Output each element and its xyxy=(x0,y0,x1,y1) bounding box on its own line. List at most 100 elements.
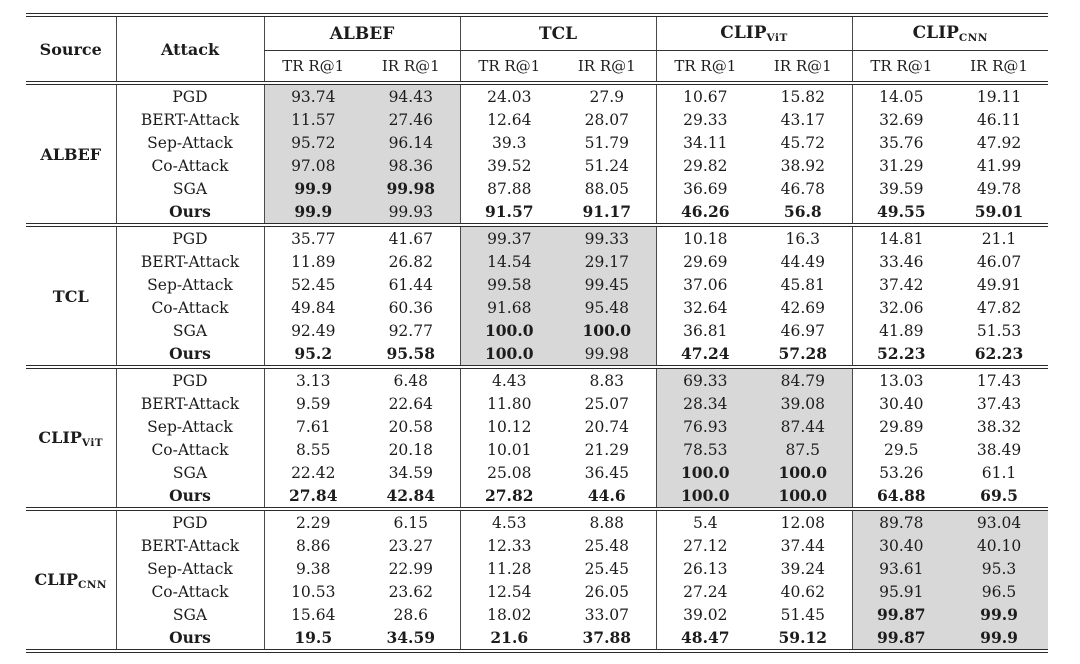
metric-header-albef-ir: IR R@1 xyxy=(381,57,440,75)
value-cell: 93.61 xyxy=(851,557,951,580)
attack-label: SGA xyxy=(115,603,264,626)
value-cell: 29.69 xyxy=(655,250,755,273)
table-row: Ours 27.84 42.84 27.82 44.6 100.0 100.0 64.88 69… xyxy=(26,484,1048,509)
table-row: BERT-Attack 11.89 26.82 14.54 29.17 29.69 44.4… xyxy=(26,250,1048,273)
value-cell: 57.28 xyxy=(778,344,828,363)
value-cell: 27.24 xyxy=(655,580,755,603)
value-cell: 99.98 xyxy=(558,342,657,367)
value-cell: 12.33 xyxy=(459,534,559,557)
value-cell: 32.69 xyxy=(851,108,951,131)
value-cell: 98.36 xyxy=(362,154,461,177)
value-cell: 25.48 xyxy=(584,536,629,555)
value-cell: 36.69 xyxy=(655,177,755,200)
value-cell: 39.08 xyxy=(754,392,853,415)
value-cell: 22.42 xyxy=(263,461,362,484)
value-cell: 87.44 xyxy=(754,415,853,438)
value-cell: 46.07 xyxy=(976,252,1022,271)
header-row-models: Source Attack ALBEF TCL CLIPViT CLIPCNN xyxy=(26,15,1049,83)
value-cell: 29.5 xyxy=(851,438,951,461)
table-row: Ours 19.5 34.59 21.6 37.88 48.47 59.12 99.87 99.… xyxy=(26,626,1049,651)
value-cell: 92.77 xyxy=(388,321,433,340)
attack-label: PGD xyxy=(115,509,264,534)
model-header-clip-vit: CLIPViT xyxy=(655,15,853,51)
value-cell: 42.69 xyxy=(780,298,825,317)
table-header: Source Attack ALBEF TCL CLIPViT CLIPCNN TR … xyxy=(26,15,1049,83)
value-cell: 8.83 xyxy=(589,371,625,390)
value-cell: 28.07 xyxy=(584,110,629,129)
table-row: Co-Attack 8.55 20.18 10.01 21.29 78.53 87.5 29.… xyxy=(26,438,1048,461)
value-cell: 26.13 xyxy=(655,557,755,580)
value-cell: 28.6 xyxy=(393,605,429,624)
value-cell: 34.11 xyxy=(655,131,755,154)
value-cell: 59.01 xyxy=(974,202,1024,221)
value-cell: 47.82 xyxy=(976,298,1022,317)
value-cell: 37.43 xyxy=(976,394,1022,413)
table-row: Co-Attack 97.08 98.36 39.52 51.24 29.82 38.92 3… xyxy=(26,154,1048,177)
source-block-clip-vit: CLIPViT PGD 3.13 6.48 4.43 8.83 69.33 84.79 13.0… xyxy=(26,367,1049,509)
value-cell: 19.5 xyxy=(263,626,362,651)
attack-label: SGA xyxy=(115,461,264,484)
value-cell: 48.47 xyxy=(655,626,755,651)
value-cell: 18.02 xyxy=(459,603,559,626)
value-cell: 52.23 xyxy=(851,342,951,367)
value-cell: 37.88 xyxy=(582,628,632,647)
value-cell: 27.9 xyxy=(589,87,625,106)
value-cell: 99.9 xyxy=(950,603,1049,626)
value-cell: 33.07 xyxy=(584,605,629,624)
value-cell: 12.64 xyxy=(459,108,559,131)
attack-label: PGD xyxy=(115,225,264,250)
value-cell: 51.79 xyxy=(584,133,629,152)
value-cell: 39.3 xyxy=(459,131,559,154)
value-cell: 32.06 xyxy=(851,296,951,319)
value-cell: 59.12 xyxy=(778,628,828,647)
value-cell: 95.72 xyxy=(263,131,362,154)
value-cell: 29.17 xyxy=(558,250,657,273)
attack-label: PGD xyxy=(115,367,264,392)
value-cell: 14.54 xyxy=(459,250,559,273)
value-cell: 49.91 xyxy=(976,275,1022,294)
value-cell: 11.28 xyxy=(459,557,559,580)
value-cell: 10.67 xyxy=(655,83,755,108)
value-cell: 34.59 xyxy=(386,628,436,647)
value-cell: 69.5 xyxy=(980,486,1018,505)
value-cell: 15.82 xyxy=(780,87,825,106)
value-cell: 6.15 xyxy=(393,513,429,532)
value-cell: 95.2 xyxy=(263,342,362,367)
table-row: Sep-Attack 52.45 61.44 99.58 99.45 37.06 45.81… xyxy=(26,273,1048,296)
value-cell: 60.36 xyxy=(388,298,433,317)
value-cell: 15.64 xyxy=(263,603,362,626)
value-cell: 2.29 xyxy=(263,509,362,534)
table-row: Sep-Attack 9.38 22.99 11.28 25.45 26.13 39.24 9… xyxy=(26,557,1049,580)
value-cell: 100.0 xyxy=(459,319,559,342)
table-row: SGA 99.9 99.98 87.88 88.05 36.69 46.78 39.59 49.… xyxy=(26,177,1048,200)
value-cell: 11.80 xyxy=(459,392,559,415)
value-cell: 16.3 xyxy=(785,229,821,248)
value-cell: 100.0 xyxy=(754,484,853,509)
value-cell: 49.78 xyxy=(976,179,1022,198)
table-row: CLIPViT PGD 3.13 6.48 4.43 8.83 69.33 84.79 13.0… xyxy=(26,367,1048,449)
table-row: CLIPCNN PGD 2.29 6.15 4.53 8.88 5.4 12.08 89.78 9… xyxy=(26,509,1049,591)
value-cell: 28.34 xyxy=(655,392,755,415)
attack-label: BERT-Attack xyxy=(115,392,264,415)
value-cell: 23.62 xyxy=(388,582,433,601)
value-cell: 92.49 xyxy=(263,319,362,342)
value-cell: 12.54 xyxy=(459,580,559,603)
source-label-clip-cnn: CLIPCNN xyxy=(34,569,108,591)
value-cell: 3.13 xyxy=(263,367,362,392)
value-cell: 17.43 xyxy=(976,371,1022,390)
value-cell: 46.11 xyxy=(976,110,1022,129)
model-header-albef: ALBEF xyxy=(263,15,461,51)
attack-column-header: Attack xyxy=(115,15,264,83)
value-cell: 99.9 xyxy=(950,626,1049,651)
metric-header-tcl-ir: IR R@1 xyxy=(577,57,636,75)
table-row: ALBEF PGD 93.74 94.43 24.03 27.9 10.67 15.82 14.… xyxy=(26,83,1048,164)
value-cell: 27.46 xyxy=(362,108,461,131)
value-cell: 36.45 xyxy=(584,463,629,482)
value-cell: 100.0 xyxy=(558,319,657,342)
value-cell: 40.62 xyxy=(780,582,825,601)
value-cell: 20.74 xyxy=(584,417,629,436)
value-cell: 12.08 xyxy=(780,513,825,532)
value-cell: 99.58 xyxy=(459,273,559,296)
attack-label: BERT-Attack xyxy=(115,108,264,131)
